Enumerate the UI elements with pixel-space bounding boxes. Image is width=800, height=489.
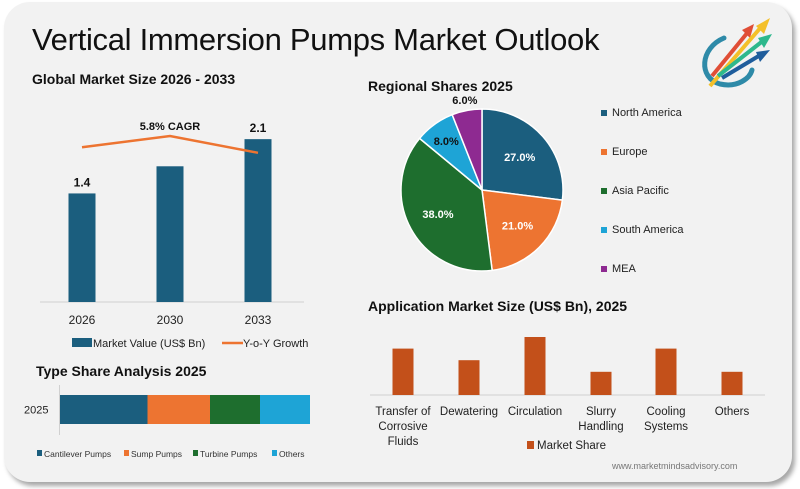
segment-sump-pumps: [147, 395, 210, 424]
bar-others: [721, 371, 743, 395]
legend-label: Europe: [612, 145, 648, 158]
x-tick-label: Slurry: [586, 406, 616, 418]
x-tick-2033: 2033: [245, 313, 272, 327]
market-minds-advisory-logo-icon: [702, 18, 772, 88]
legend-item-europe: Europe: [601, 140, 684, 179]
legend-item-south-america: South America: [601, 218, 684, 257]
legend-item-asia-pacific: Asia Pacific: [601, 179, 684, 218]
legend-swatch-market-value: [72, 338, 92, 347]
x-tick-label: Cooling: [647, 406, 686, 418]
legend-swatch-sump-pumps: [124, 450, 129, 456]
bar-circulation: [524, 337, 546, 395]
legend-swatch-others: [272, 450, 277, 456]
pie-label-south-america: 8.0%: [434, 136, 459, 148]
type-share-title: Type Share Analysis 2025: [36, 363, 207, 379]
segment-cantilever-pumps: [60, 395, 148, 424]
x-tick-label: Corrosive: [378, 421, 427, 433]
pie-slice-mea: [451, 108, 483, 191]
application-market-title: Application Market Size (US$ Bn), 2025: [368, 298, 628, 314]
bar-transfer-of-corrosive-fluids: [392, 348, 414, 395]
legend-label: MEA: [612, 262, 636, 275]
x-tick-label: Dewatering: [440, 406, 498, 418]
legend-swatch: [601, 187, 607, 194]
x-tick-label: Circulation: [508, 406, 562, 418]
regional-legend: North America Europe Asia Pacific South Ame…: [601, 101, 684, 296]
data-label-2033: 2.1: [250, 121, 267, 135]
legend-label-others: Others: [279, 449, 305, 459]
legend-swatch-turbine-pumps: [193, 450, 198, 456]
global-market-title: Global Market Size 2026 - 2033: [32, 71, 236, 87]
bar-2030: [156, 166, 184, 302]
segment-turbine-pumps: [210, 395, 260, 424]
global-market-chart: 1.4 2026 2030 2.1 2033 5.8% CAGR Market Value …: [40, 121, 308, 350]
pie-slice-north-america: [481, 108, 564, 201]
x-tick-label: Systems: [644, 421, 688, 433]
legend-label-growth: Y-o-Y Growth: [243, 338, 308, 350]
legend-swatch-market-share: [527, 441, 534, 449]
type-share-chart: 2025 Cantilever Pumps Sump Pumps Turbine Pu…: [24, 385, 310, 459]
legend-label-market-share: Market Share: [537, 440, 606, 452]
pie-label-asia-pacific: 38.0%: [422, 209, 453, 221]
pie-slice-asia-pacific: [400, 137, 493, 272]
growth-line: [81, 134, 259, 155]
pie-slice-europe: [481, 189, 564, 272]
legend-swatch: [601, 148, 607, 155]
bar-2026: [68, 193, 96, 302]
bar-2033: [244, 139, 272, 302]
segment-others: [260, 395, 310, 424]
legend-swatch: [601, 226, 607, 233]
legend-swatch: [601, 109, 607, 116]
legend-label-sump-pumps: Sump Pumps: [131, 449, 182, 459]
y-tick-2025: 2025: [24, 405, 48, 417]
data-label-2026: 1.4: [74, 175, 91, 189]
application-market-chart: Transfer of Corrosive Fluids Dewatering Circ…: [370, 337, 765, 452]
x-tick-label: Fluids: [388, 436, 419, 448]
bar-cooling-systems: [655, 348, 677, 395]
x-tick-label: Others: [715, 406, 750, 418]
source-url: www.marketmindsadvisory.com: [612, 461, 738, 471]
x-tick-label: Transfer of: [375, 406, 431, 418]
legend-item-north-america: North America: [601, 101, 684, 140]
regional-pie-chart: 27.0% 21.0% 38.0% 8.0% 6.0%: [400, 95, 564, 272]
bar-slurry-handling: [590, 371, 612, 395]
pie-label-europe: 21.0%: [502, 221, 533, 233]
legend-label: North America: [612, 106, 682, 119]
cagr-annotation: 5.8% CAGR: [140, 121, 201, 133]
legend-swatch-cantilever-pumps: [37, 450, 42, 456]
legend-label-cantilever-pumps: Cantilever Pumps: [44, 449, 111, 459]
legend-item-mea: MEA: [601, 257, 684, 296]
legend-label-turbine-pumps: Turbine Pumps: [200, 449, 257, 459]
regional-shares-title: Regional Shares 2025: [368, 78, 513, 94]
page-title: Vertical Immersion Pumps Market Outlook: [32, 22, 600, 57]
legend-swatch: [601, 265, 607, 272]
legend-label: Asia Pacific: [612, 184, 669, 197]
x-tick-label: Handling: [578, 421, 623, 433]
pie-label-mea: 6.0%: [452, 95, 477, 107]
x-tick-2026: 2026: [69, 313, 96, 327]
legend-label-market-value: Market Value (US$ Bn): [93, 338, 205, 350]
pie-label-north-america: 27.0%: [504, 152, 535, 164]
bar-dewatering: [458, 360, 480, 395]
x-tick-2030: 2030: [157, 313, 184, 327]
legend-label: South America: [612, 223, 684, 236]
